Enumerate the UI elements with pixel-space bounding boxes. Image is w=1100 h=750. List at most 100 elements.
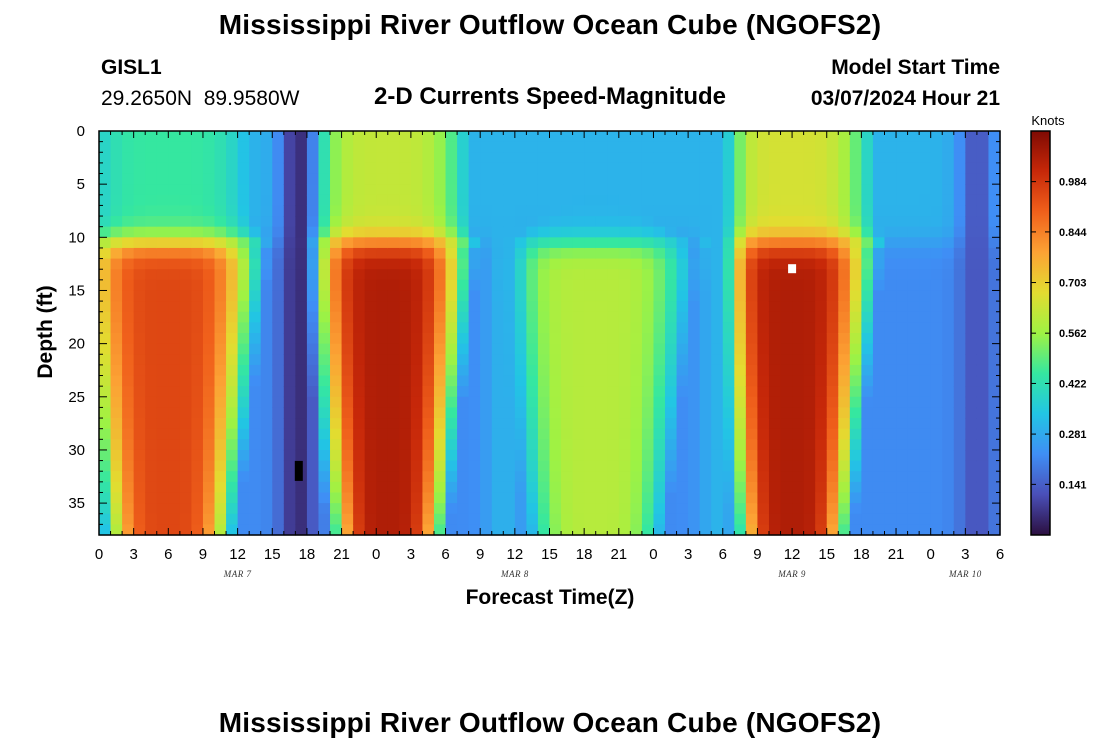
heatmap-cell <box>330 152 343 164</box>
heatmap-cell <box>364 513 377 525</box>
heatmap-cell <box>422 354 435 366</box>
heatmap-cell <box>399 513 412 525</box>
heatmap-cell <box>665 237 678 249</box>
heatmap-cell <box>249 333 262 345</box>
heatmap-cell <box>595 141 608 153</box>
heatmap-cell <box>757 386 770 398</box>
heatmap-cell <box>676 226 689 238</box>
heatmap-cell <box>688 237 701 249</box>
heatmap-cell <box>595 279 608 292</box>
heatmap-cell <box>734 216 747 228</box>
heatmap-cell <box>364 205 377 217</box>
heatmap-cell <box>422 205 435 217</box>
heatmap-cell <box>399 247 412 260</box>
heatmap-cell <box>907 290 920 302</box>
heatmap-cell <box>595 439 608 451</box>
heatmap-cell <box>514 513 527 525</box>
heatmap-cell <box>99 131 112 143</box>
heatmap-cell <box>226 396 239 409</box>
heatmap-cell <box>884 407 897 419</box>
heatmap-cell <box>630 396 643 409</box>
heatmap-cell <box>214 460 227 472</box>
heatmap-cell <box>849 460 862 472</box>
heatmap-cell <box>99 481 112 494</box>
heatmap-cell <box>976 513 990 525</box>
heatmap-cell <box>815 162 828 175</box>
heatmap-cell <box>676 386 689 398</box>
heatmap-cell <box>410 396 424 409</box>
heatmap-cell <box>641 407 655 419</box>
heatmap-cell <box>179 131 193 143</box>
heatmap-cell <box>214 173 227 185</box>
x-tick-label: 9 <box>753 546 761 563</box>
heatmap-cell <box>295 311 308 323</box>
heatmap-cell <box>745 471 759 483</box>
heatmap-cell <box>249 439 262 451</box>
heatmap-cell <box>838 301 851 313</box>
heatmap-cell <box>214 396 227 409</box>
heatmap-cell <box>353 279 366 292</box>
heatmap-cell <box>156 471 169 483</box>
heatmap-cell <box>503 460 516 472</box>
heatmap-cell <box>480 301 493 313</box>
heatmap-cell <box>561 194 574 207</box>
heatmap-cell <box>665 194 678 207</box>
heatmap-cell <box>768 258 782 270</box>
heatmap-cell <box>676 322 689 334</box>
heatmap-cell <box>641 205 655 217</box>
heatmap-cell <box>133 173 146 185</box>
heatmap-cell <box>630 503 643 515</box>
heatmap-cell <box>503 407 516 419</box>
heatmap-cell <box>133 375 146 387</box>
heatmap-cell <box>318 290 331 302</box>
heatmap-cell <box>561 311 574 323</box>
heatmap-cell <box>792 513 805 525</box>
heatmap-cell <box>526 322 539 334</box>
heatmap-cell <box>480 141 493 153</box>
heatmap-cell <box>468 237 481 249</box>
heatmap-cell <box>306 216 320 228</box>
heatmap-cell <box>433 279 447 292</box>
heatmap-cell <box>330 386 343 398</box>
heatmap-cell <box>445 322 458 334</box>
heatmap-cell <box>283 524 296 536</box>
heatmap-cell <box>722 471 735 483</box>
heatmap-cell <box>930 354 943 366</box>
heatmap-cell <box>653 513 666 525</box>
heatmap-cell <box>734 503 747 515</box>
heatmap-cell <box>965 386 978 398</box>
x-tick-label: 12 <box>784 546 801 563</box>
heatmap-cell <box>295 226 308 238</box>
heatmap-cell <box>306 141 320 153</box>
heatmap-cell <box>699 247 712 260</box>
heatmap-cell <box>503 301 516 313</box>
heatmap-cell <box>318 428 331 440</box>
heatmap-cell <box>330 162 343 175</box>
heatmap-cell <box>410 492 424 504</box>
heatmap-cell <box>607 162 620 175</box>
heatmap-cell <box>318 301 331 313</box>
heatmap-cell <box>792 152 805 164</box>
heatmap-cell <box>815 407 828 419</box>
heatmap-cell <box>815 226 828 238</box>
heatmap-cell <box>110 386 123 398</box>
heatmap-cell <box>387 492 400 504</box>
heatmap-cell <box>191 226 204 238</box>
heatmap-cell <box>237 226 250 238</box>
heatmap-cell <box>653 258 666 270</box>
heatmap-cell <box>237 162 250 175</box>
heatmap-cell <box>364 333 377 345</box>
heatmap-cell <box>306 407 320 419</box>
heatmap-cell <box>584 258 597 270</box>
heatmap-cell <box>445 471 458 483</box>
heatmap-cell <box>353 226 366 238</box>
heatmap-cell <box>376 226 389 238</box>
heatmap-cell <box>815 354 828 366</box>
heatmap-cell <box>768 418 782 430</box>
heatmap-cell <box>838 258 851 270</box>
heatmap-cell <box>526 141 539 153</box>
heatmap-cell <box>202 439 216 451</box>
heatmap-cell <box>584 449 597 462</box>
heatmap-cell <box>942 396 955 409</box>
heatmap-cell <box>630 322 643 334</box>
